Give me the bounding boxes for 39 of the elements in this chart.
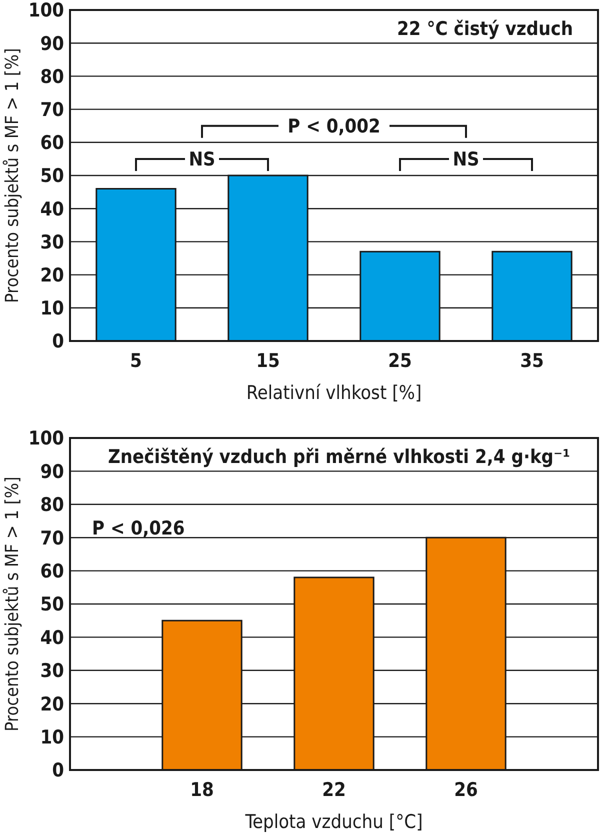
x-tick-label: 5	[130, 350, 142, 372]
y-tick-label: 60	[40, 560, 64, 582]
y-tick-label: 20	[40, 693, 64, 716]
y-tick-label: 50	[40, 594, 64, 616]
y-tick-label: 20	[40, 264, 64, 286]
x-tick-label: 15	[256, 350, 280, 372]
y-tick-label: 60	[40, 132, 64, 154]
y-tick-label: 10	[40, 298, 64, 320]
y-tick-label: 0	[52, 760, 64, 782]
y-tick-label: 40	[40, 198, 64, 220]
y-tick-label: 0	[52, 330, 64, 353]
y-tick-label: 90	[40, 460, 64, 483]
y-tick-label: 30	[40, 231, 64, 254]
y-tick-label: 40	[40, 626, 64, 649]
y-tick-label: 50	[40, 165, 64, 188]
x-tick-label: 25	[388, 350, 412, 372]
chart-title: 22 °C čistý vzduch	[397, 18, 573, 40]
y-tick-label: 100	[28, 0, 64, 22]
y-tick-label: 80	[40, 494, 64, 516]
y-tick-label: 90	[40, 32, 64, 55]
x-tick-label: 26	[454, 779, 478, 801]
annotation: NS	[452, 148, 480, 171]
annotation: NS	[188, 148, 216, 171]
y-tick-label: 30	[40, 660, 64, 682]
y-tick-label: 70	[40, 98, 64, 121]
y-tick-label: 100	[28, 428, 64, 450]
y-axis-title: Procento subjektů s MF > 1 [%]	[2, 476, 23, 732]
x-tick-label: 22	[322, 779, 346, 801]
annotation: P < 0,002	[288, 116, 380, 138]
chart-title: Znečištěný vzduch při měrné vlhkosti 2,4 g·kg⁻¹	[108, 446, 570, 468]
x-axis-title: Teplota vzduchu [°C]	[244, 811, 423, 833]
annotation: P < 0,026	[92, 517, 185, 540]
x-tick-label: 35	[520, 350, 544, 372]
y-tick-label: 10	[40, 726, 64, 748]
y-tick-label: 80	[40, 66, 64, 88]
x-axis-title: Relativní vlhkost [%]	[246, 382, 422, 404]
y-tick-label: 70	[40, 527, 64, 550]
x-tick-label: 18	[190, 779, 214, 801]
y-axis-title: Procento subjektů s MF > 1 [%]	[2, 48, 23, 303]
